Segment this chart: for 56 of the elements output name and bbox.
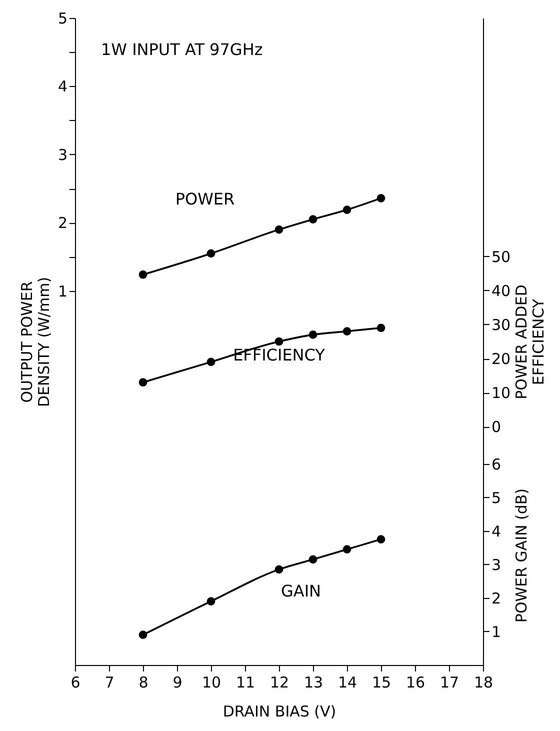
y3-tick-label: 4 xyxy=(492,522,502,540)
point xyxy=(138,378,148,387)
y-tick-label: 1 xyxy=(58,282,68,300)
y2-tick-label: 0 xyxy=(492,418,502,436)
y2-tick-label: 50 xyxy=(492,248,511,266)
point xyxy=(376,194,386,202)
point xyxy=(274,337,284,346)
y3-axis-title: POWER GAIN (dB) xyxy=(512,488,530,623)
point xyxy=(274,565,284,574)
x-tick-label: 10 xyxy=(202,674,222,692)
annotation: 1W INPUT AT 97GHz xyxy=(101,40,263,59)
x-tick-label: 9 xyxy=(172,674,182,692)
x-tick-label: 11 xyxy=(236,674,256,692)
x-tick-label: 18 xyxy=(474,674,494,692)
y3-tick-label: 6 xyxy=(492,455,502,474)
y2-axis-title: POWER ADDED EFFICIENCY xyxy=(512,284,548,400)
x-tick-label: 6 xyxy=(70,674,80,692)
y3-tick-label: 1 xyxy=(492,622,502,641)
x-tick-label: 7 xyxy=(104,674,114,692)
text: POWER xyxy=(175,189,235,208)
y3-tick-label: 3 xyxy=(492,556,502,574)
series-label: GAIN xyxy=(280,581,322,600)
x-tick-label: 14 xyxy=(338,674,358,692)
y3-tick-label: 2 xyxy=(492,589,502,608)
y-tick-label: 4 xyxy=(58,78,68,96)
point xyxy=(206,597,216,606)
point xyxy=(308,555,318,564)
point xyxy=(138,270,148,279)
x-tick-label: 13 xyxy=(304,674,324,692)
y-tick-label: 3 xyxy=(58,146,68,164)
point xyxy=(376,324,386,332)
x-tick-label: 8 xyxy=(138,674,148,692)
point xyxy=(308,215,318,224)
y-axis-title: OUTPUT POWER DENSITY (W/mm) xyxy=(18,276,53,408)
y2-tick-label: 20 xyxy=(492,350,511,368)
y-tick-label: 5 xyxy=(58,10,68,28)
y-tick-label: 2 xyxy=(58,214,68,232)
y2-tick-label: 40 xyxy=(492,282,511,300)
x-tick-label: 15 xyxy=(372,674,392,692)
point xyxy=(206,358,216,366)
point xyxy=(308,330,318,339)
x-tick-label: 16 xyxy=(406,674,426,692)
x-tick-label: 12 xyxy=(270,674,290,692)
point xyxy=(376,535,386,544)
y2-tick-label: 30 xyxy=(492,316,511,334)
x-axis-title: DRAIN BIAS (V) xyxy=(222,702,336,720)
x-tick-label: 17 xyxy=(440,674,460,692)
series-label: EFFICIENCY xyxy=(233,346,326,364)
y3-tick-label: 5 xyxy=(492,488,502,507)
y2-tick-label: 10 xyxy=(492,384,511,402)
point xyxy=(274,225,284,234)
point xyxy=(342,545,352,554)
point xyxy=(342,206,352,214)
point xyxy=(138,630,148,640)
point xyxy=(206,249,216,258)
point xyxy=(342,327,352,336)
